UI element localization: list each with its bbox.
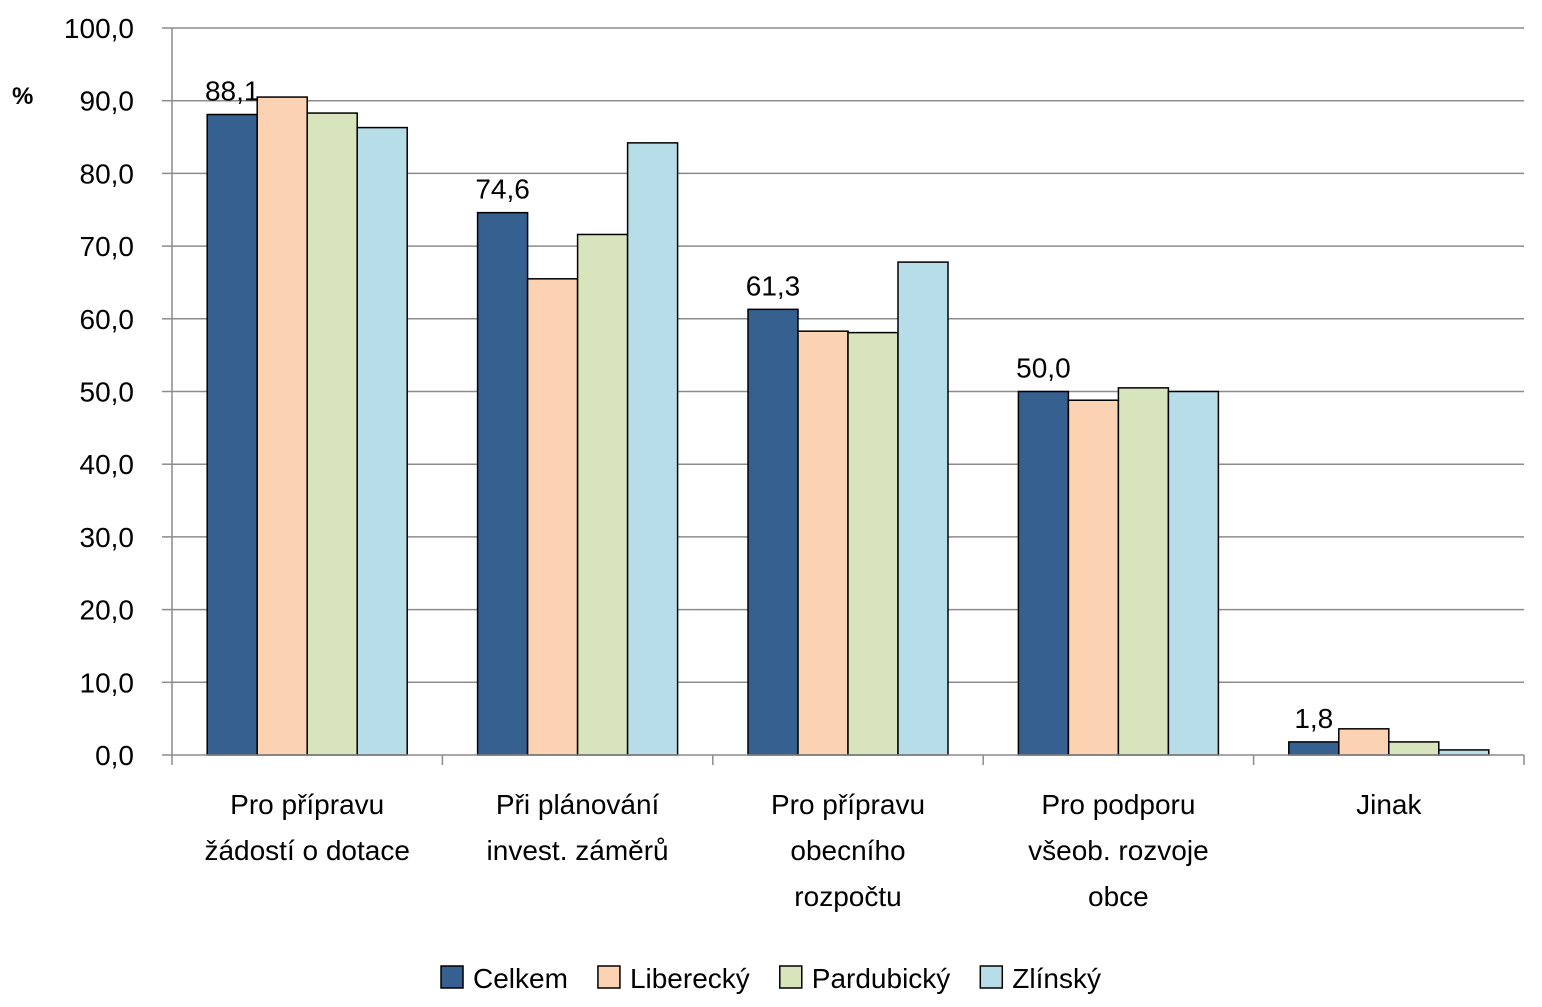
bar-zlínský-3 xyxy=(1167,390,1220,756)
y-tick-label: 20,0 xyxy=(80,595,135,626)
legend-swatch xyxy=(979,965,1004,989)
legend-swatch xyxy=(597,965,621,989)
bar-celkem-1 xyxy=(476,211,529,756)
category-label: Pro přípravu obecního rozpočtu xyxy=(771,789,925,912)
legend-swatch xyxy=(779,965,803,989)
y-tick-label: 70,0 xyxy=(80,231,135,262)
data-label: 50,0 xyxy=(1016,353,1071,384)
bar-pardubický-3 xyxy=(1117,387,1170,756)
axes xyxy=(171,28,1525,765)
data-label: 88,1 xyxy=(205,76,260,107)
legend-label: Pardubický xyxy=(812,963,951,994)
y-tick-label: 10,0 xyxy=(80,667,135,698)
y-tick-label: 90,0 xyxy=(80,86,135,117)
bar-zlínský-2 xyxy=(897,261,949,756)
bar-liberecký-1 xyxy=(526,278,579,756)
bar-zlínský-4 xyxy=(1438,749,1490,756)
y-tick-label: 100,0 xyxy=(64,13,134,44)
bar-pardubický-0 xyxy=(306,112,358,756)
y-tick-label: 0,0 xyxy=(95,740,134,771)
y-tick-label: 30,0 xyxy=(80,522,135,553)
y-tick-label: 50,0 xyxy=(80,377,135,408)
data-label: 61,3 xyxy=(746,270,801,301)
y-tick-label: 40,0 xyxy=(80,449,135,480)
y-tick-label: 60,0 xyxy=(80,304,135,335)
category-labels: Pro přípravu žádostí o dotace Při plánován… xyxy=(204,789,1422,912)
bar-liberecký-4 xyxy=(1338,728,1390,756)
legend-swatch xyxy=(440,965,464,989)
bar-liberecký-3 xyxy=(1067,399,1120,756)
bar-celkem-4 xyxy=(1288,741,1340,756)
bar-celkem-0 xyxy=(206,113,258,756)
bar-zlínský-1 xyxy=(626,142,679,756)
y-axis-ticks: 0,0 10,0 20,0 30,0 40,0 50,0 60,0 70,0 80,0 90,0 1… xyxy=(64,13,172,771)
category-label: Jinak xyxy=(1356,789,1422,820)
bar-pardubický-1 xyxy=(576,233,629,756)
bar-celkem-2 xyxy=(747,308,799,756)
category-label: Při plánování invest. záměrů xyxy=(487,789,669,866)
data-label: 74,6 xyxy=(475,174,530,205)
category-label: Pro podporu všeob. rozvoje obce xyxy=(1028,789,1209,912)
legend-label: Celkem xyxy=(473,963,568,994)
bar-liberecký-2 xyxy=(797,330,849,756)
category-label: Pro přípravu žádostí o dotace xyxy=(204,789,409,866)
data-label: 1,8 xyxy=(1294,703,1333,734)
legend-label: Zlínský xyxy=(1012,963,1101,994)
bars xyxy=(206,96,1490,756)
y-axis-unit-label: % xyxy=(12,83,33,110)
bar-celkem-3 xyxy=(1017,390,1070,756)
legend-label: Liberecký xyxy=(630,963,750,994)
legend: Celkem Liberecký Pardubický Zlínský xyxy=(440,963,1101,994)
bar-liberecký-0 xyxy=(256,96,308,756)
bar-zlínský-0 xyxy=(356,126,408,756)
bar-pardubický-2 xyxy=(847,331,899,756)
bar-pardubický-4 xyxy=(1388,741,1440,756)
y-tick-label: 80,0 xyxy=(80,158,135,189)
data-labels: 88,1 74,6 61,3 50,0 1,8 xyxy=(205,76,1333,734)
